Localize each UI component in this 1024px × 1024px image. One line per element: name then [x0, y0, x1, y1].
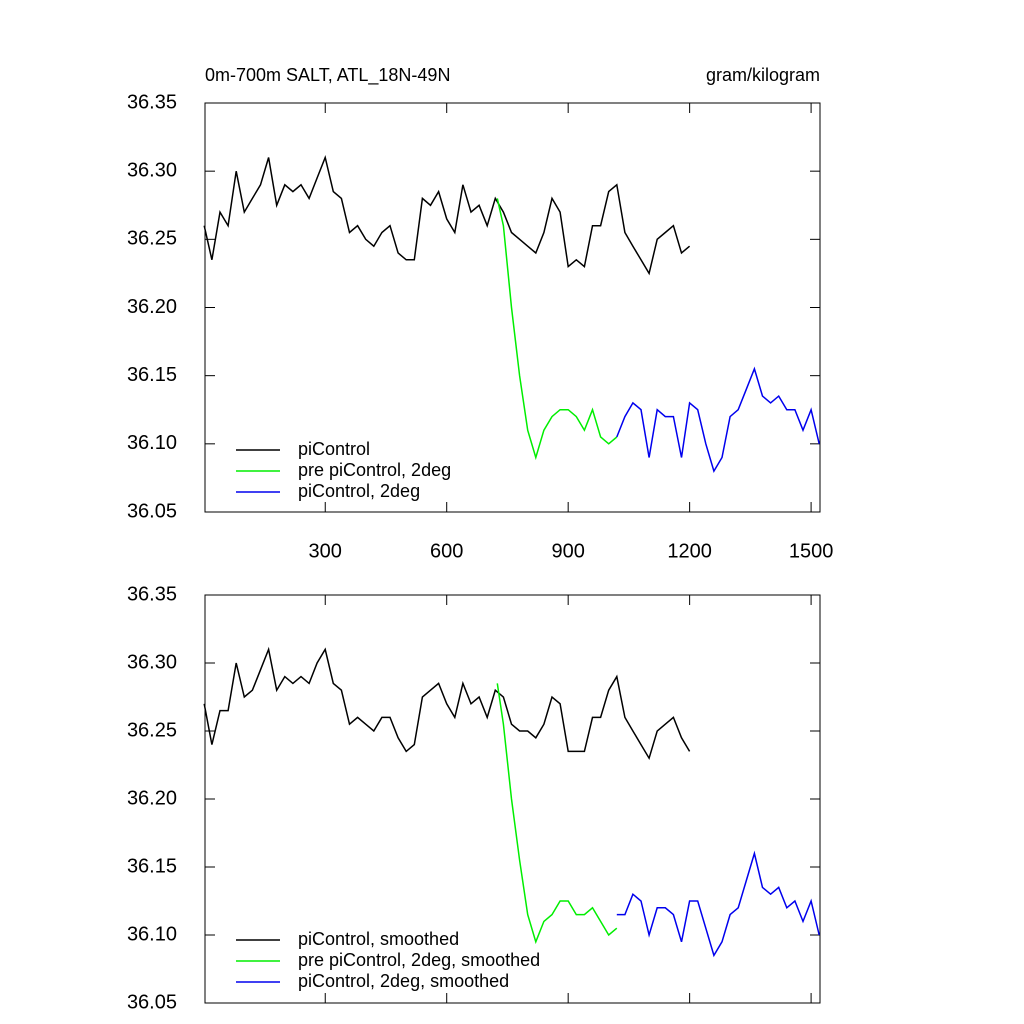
y-tick-label: 36.30 [127, 159, 177, 181]
y-tick-label: 36.25 [127, 719, 177, 741]
y-tick-label: 36.05 [127, 500, 177, 522]
series-line [616, 366, 820, 473]
y-tick-label: 36.10 [127, 923, 177, 945]
legend-label: piControl, smoothed [298, 929, 459, 949]
legend-label: pre piControl, 2deg [298, 460, 451, 480]
y-tick-label: 36.30 [127, 651, 177, 673]
x-tick-label: 300 [309, 540, 342, 562]
series-line [496, 198, 618, 461]
x-tick-label: 1500 [789, 540, 834, 562]
y-tick-label: 36.35 [127, 583, 177, 605]
y-tick-label: 36.25 [127, 228, 177, 250]
series-line [203, 155, 691, 276]
x-tick-label: 600 [430, 540, 463, 562]
y-tick-label: 36.05 [127, 991, 177, 1013]
units-label: gram/kilogram [706, 65, 820, 85]
y-tick-label: 36.20 [127, 296, 177, 318]
y-tick-label: 36.15 [127, 855, 177, 877]
legend-label: piControl, 2deg, smoothed [298, 971, 509, 991]
y-tick-label: 36.15 [127, 364, 177, 386]
y-tick-label: 36.20 [127, 787, 177, 809]
x-tick-label: 1200 [667, 540, 712, 562]
legend-label: piControl [298, 439, 370, 459]
y-tick-label: 36.35 [127, 91, 177, 113]
series-line [203, 646, 691, 761]
legend-label: pre piControl, 2deg, smoothed [298, 950, 540, 970]
x-tick-label: 900 [551, 540, 584, 562]
chart-title: 0m-700m SALT, ATL_18N-49N [205, 65, 450, 86]
series-line [616, 850, 820, 958]
y-tick-label: 36.10 [127, 432, 177, 454]
series-line [496, 683, 618, 945]
legend-label: piControl, 2deg [298, 481, 420, 501]
